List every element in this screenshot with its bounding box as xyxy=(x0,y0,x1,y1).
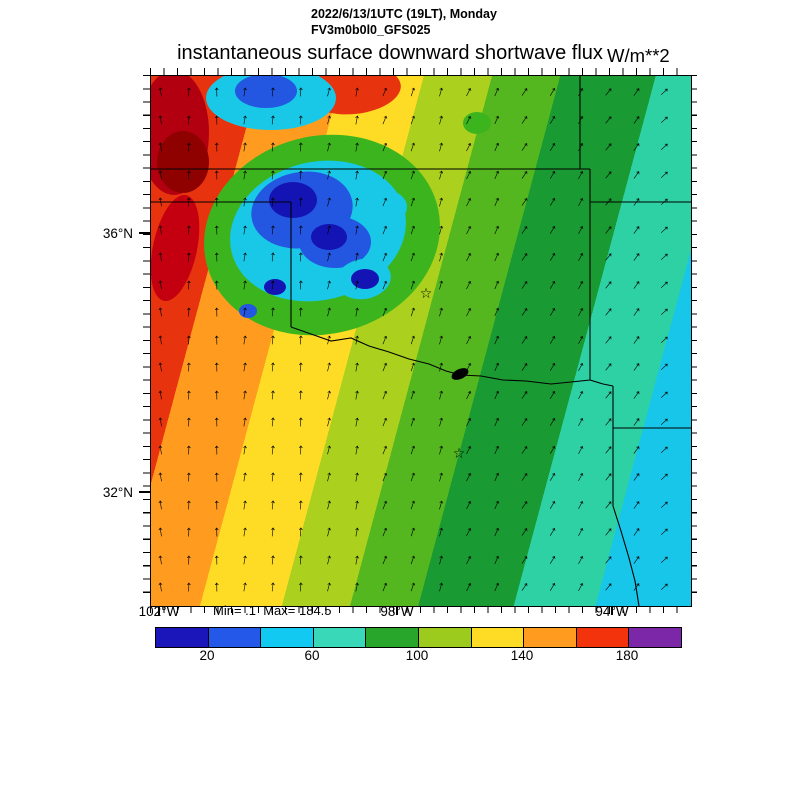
state-border-line xyxy=(612,428,640,606)
cloud-region xyxy=(311,224,347,250)
model-line: FV3m0b0l0_GFS025 xyxy=(311,22,431,37)
colorbar-tick-label: 20 xyxy=(199,648,215,663)
minor-ticks-top xyxy=(150,68,690,75)
cloud-region xyxy=(264,279,286,295)
lat-label-36n: 36°N xyxy=(102,226,133,241)
colorbar-tick-label: 180 xyxy=(615,648,639,663)
cloud-region xyxy=(239,304,257,318)
cloud-region xyxy=(235,76,297,108)
colorbar-cell xyxy=(366,628,419,647)
state-borders xyxy=(151,76,691,606)
cloud-region xyxy=(363,190,407,224)
colorbar-cell xyxy=(471,628,525,647)
lon-label-94w: 94°W xyxy=(595,604,629,619)
plot-frame: ↑ ↑ ↑ ↑ ↑ ↑ ↑ ↑ ↑ ↑ ↑ ↑ ↑ ↑ ↑ ↑ ↑ ↑ ↑ ↑ ↑ ↑ ↑ ↑ ↑ ↑ ↑ ↑ ↑ ↑ ↑ ↑ ↑ ↑ ↑ ↑ ↑ ↑ ↑ ↑… xyxy=(150,75,692,607)
axis-tick-102w xyxy=(158,606,160,615)
axis-tick-98w xyxy=(396,606,398,615)
colorbar-cell xyxy=(156,628,209,647)
state-border-line xyxy=(290,326,591,385)
colorbar-cell xyxy=(524,628,577,647)
star-marker: ☆ xyxy=(452,445,466,461)
flux-field xyxy=(151,76,691,606)
datetime-line: 2022/6/13/1UTC (19LT), Monday xyxy=(311,7,497,21)
axis-tick-94w xyxy=(611,606,613,615)
cloud-blob-layer xyxy=(151,76,691,606)
colorbar-tick-label: 60 xyxy=(304,648,320,663)
cloud-region xyxy=(269,182,317,218)
min-max-stats: Min= .1 Max= 184.5 xyxy=(213,603,332,618)
units-label: W/m**2 xyxy=(607,45,670,66)
colorbar-cell xyxy=(418,628,472,647)
colorbar-cell xyxy=(208,628,262,647)
star-marker: ☆ xyxy=(419,285,433,301)
lat-label-32n: 32°N xyxy=(102,485,133,500)
axis-tick-36n xyxy=(139,232,150,234)
colorbar-cell xyxy=(629,628,681,647)
lon-label-98w: 98°W xyxy=(380,604,414,619)
colorbar-cell xyxy=(576,628,630,647)
minor-ticks-left xyxy=(143,75,150,605)
colorbar-tick-label: 140 xyxy=(510,648,534,663)
axis-tick-32n xyxy=(139,491,150,493)
colorbar-cell xyxy=(261,628,314,647)
cloud-region xyxy=(351,269,379,289)
cloud-region xyxy=(463,112,491,134)
state-border-line xyxy=(589,379,614,387)
lake-marker xyxy=(449,365,471,383)
plot-title: instantaneous surface downward shortwave… xyxy=(177,42,603,64)
map-canvas: ↑ ↑ ↑ ↑ ↑ ↑ ↑ ↑ ↑ ↑ ↑ ↑ ↑ ↑ ↑ ↑ ↑ ↑ ↑ ↑ ↑ ↑ ↑ ↑ ↑ ↑ ↑ ↑ ↑ ↑ ↑ ↑ ↑ ↑ ↑ ↑ ↑ ↑ ↑ ↑… xyxy=(151,76,691,606)
colorbar-cell xyxy=(313,628,367,647)
marks-layer: ☆ ☆ xyxy=(151,76,691,606)
colorbar xyxy=(155,627,682,648)
cloud-region xyxy=(157,131,209,193)
colorbar-tick-label: 100 xyxy=(405,648,429,663)
header-block: 2022/6/13/1UTC (19LT), Monday FV3m0b0l0_… xyxy=(311,7,497,38)
lon-label-102w: 102°W xyxy=(138,604,180,619)
